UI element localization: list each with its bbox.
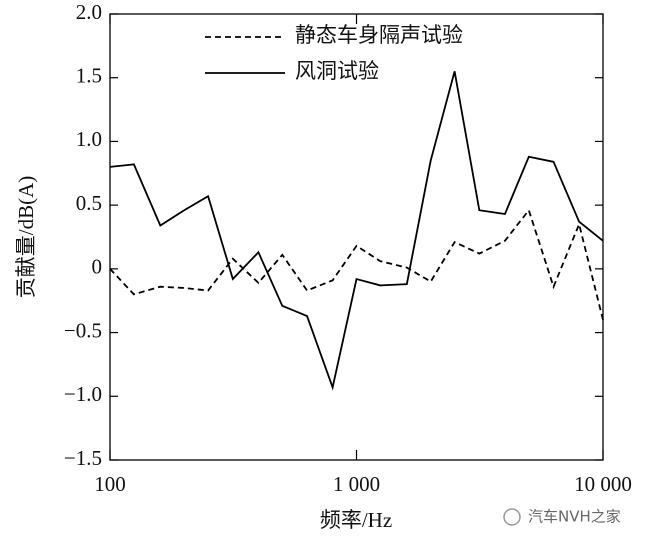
y-tick-label: 2.0	[76, 0, 102, 24]
x-axis-label: 频率/Hz	[320, 508, 392, 532]
y-tick-label: 0	[92, 255, 103, 279]
y-tick-label: −1.0	[64, 382, 102, 406]
y-tick-label: 0.5	[76, 191, 102, 215]
x-tick-label: 10 000	[574, 472, 632, 496]
series-line	[109, 71, 604, 391]
legend-label: 风洞试验	[295, 59, 379, 83]
watermark: 汽车NVH之家	[528, 508, 621, 526]
y-tick-label: −1.5	[64, 446, 102, 470]
x-tick-label: 100	[94, 472, 126, 496]
series-line	[109, 208, 604, 321]
y-axis-label: 贡献量/dB(A)	[14, 176, 38, 299]
x-tick-label: 1 000	[333, 472, 380, 496]
watermark-icon	[503, 508, 521, 526]
legend-label: 静态车身隔声试验	[295, 23, 463, 47]
y-tick-label: 1.5	[76, 64, 102, 88]
y-tick-label: 1.0	[76, 127, 102, 151]
y-tick-label: −0.5	[64, 318, 102, 342]
